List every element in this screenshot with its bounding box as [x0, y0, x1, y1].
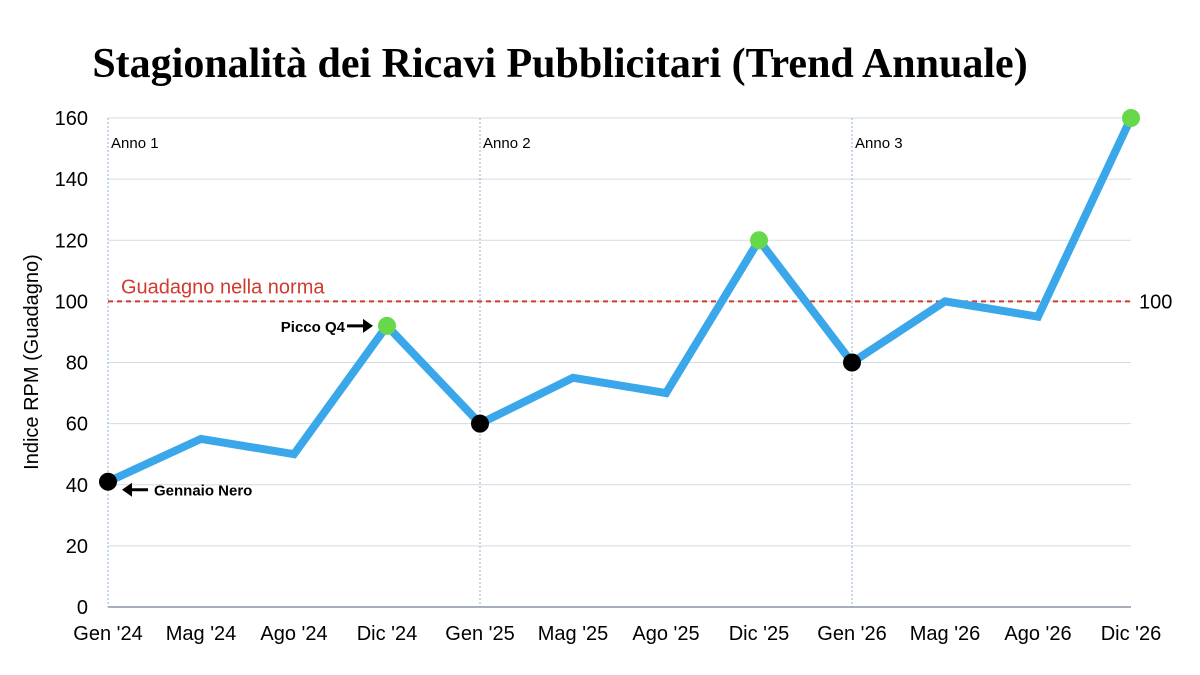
- y-axis-label: Indice RPM (Guadagno): [21, 254, 43, 470]
- x-tick-label: Gen '26: [817, 623, 886, 645]
- annotation-arrow-head: [122, 482, 132, 497]
- y-tick-label: 60: [66, 414, 88, 436]
- x-tick-label: Gen '25: [445, 623, 514, 645]
- x-tick-label: Gen '24: [73, 623, 142, 645]
- y-tick-labels: 0 20 40 60 80 100 120 140 160: [55, 108, 88, 619]
- data-point-marker: [99, 472, 117, 491]
- chart-title: Stagionalità dei Ricavi Pubblicitari (Tr…: [92, 41, 1028, 87]
- y-tick-label: 100: [55, 291, 88, 313]
- y-tick-label: 160: [55, 108, 88, 130]
- y-tick-label: 140: [55, 169, 88, 191]
- markers-group: [99, 109, 1140, 491]
- x-tick-label: Ago '24: [260, 623, 327, 645]
- data-point-marker: [1122, 109, 1140, 127]
- series-group: [104, 114, 1135, 486]
- data-point-marker: [378, 316, 396, 335]
- year-label: Anno 2: [483, 135, 531, 152]
- data-point-marker: [843, 353, 861, 372]
- x-tick-label: Dic '25: [729, 623, 790, 645]
- series-line: [104, 114, 1135, 486]
- year-label: Anno 3: [855, 135, 903, 152]
- annotation-label: Picco Q4: [281, 319, 346, 336]
- reference-line-value: 100: [1139, 291, 1172, 313]
- reference-line-label: Guadagno nella norma: [121, 276, 325, 298]
- x-tick-label: Mag '24: [166, 623, 237, 645]
- x-tick-label: Ago '26: [1004, 623, 1071, 645]
- annotation-label: Gennaio Nero: [154, 483, 252, 500]
- data-point-marker: [750, 231, 768, 250]
- x-tick-label: Dic '26: [1101, 623, 1162, 645]
- y-tick-label: 120: [55, 230, 88, 252]
- x-tick-label: Dic '24: [357, 623, 418, 645]
- year-label: Anno 1: [111, 135, 159, 152]
- y-tick-label: 40: [66, 475, 88, 497]
- x-tick-label: Mag '25: [538, 623, 609, 645]
- y-tick-label: 0: [77, 597, 88, 619]
- reference-line-group: Guadagno nella norma 100: [108, 276, 1172, 313]
- x-tick-label: Ago '25: [632, 623, 699, 645]
- annotations-group: Picco Q4 Gennaio Nero: [122, 318, 373, 500]
- grid-lines: [108, 117, 1131, 547]
- x-tick-labels: Gen '24 Mag '24 Ago '24 Dic '24 Gen '25 Mag '…: [73, 623, 1161, 645]
- annotation-arrow-head: [363, 318, 373, 333]
- y-tick-label: 80: [66, 353, 88, 375]
- x-tick-label: Mag '26: [910, 623, 981, 645]
- y-tick-label: 20: [66, 536, 88, 558]
- data-point-marker: [471, 414, 489, 433]
